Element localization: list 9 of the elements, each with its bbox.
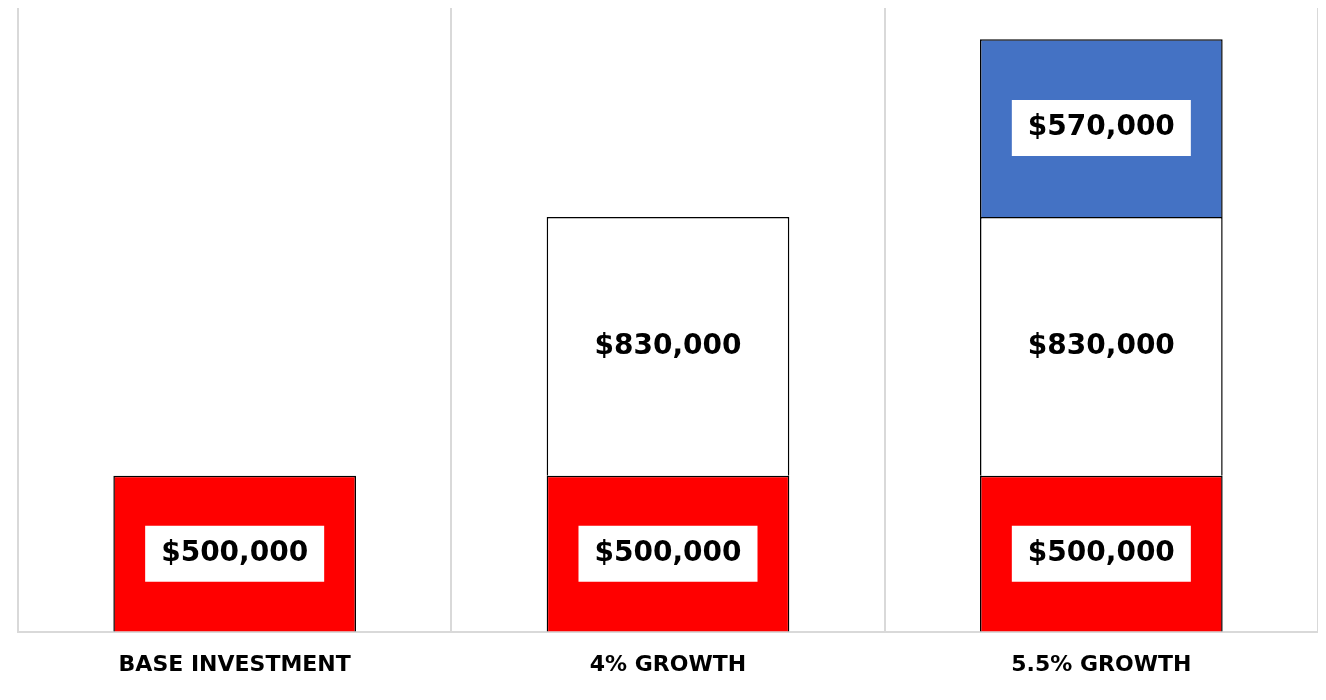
x-tick-label: 4% GROWTH <box>589 650 747 676</box>
data-label: $500,000 <box>594 534 742 568</box>
x-tick-label: 5.5% GROWTH <box>1011 650 1192 676</box>
data-label: $500,000 <box>161 534 309 568</box>
x-tick-label: BASE INVESTMENT <box>118 650 351 676</box>
data-label: $830,000 <box>594 327 742 361</box>
data-label: $830,000 <box>1027 327 1175 361</box>
data-label: $570,000 <box>1027 109 1175 143</box>
data-label: $500,000 <box>1027 534 1175 568</box>
